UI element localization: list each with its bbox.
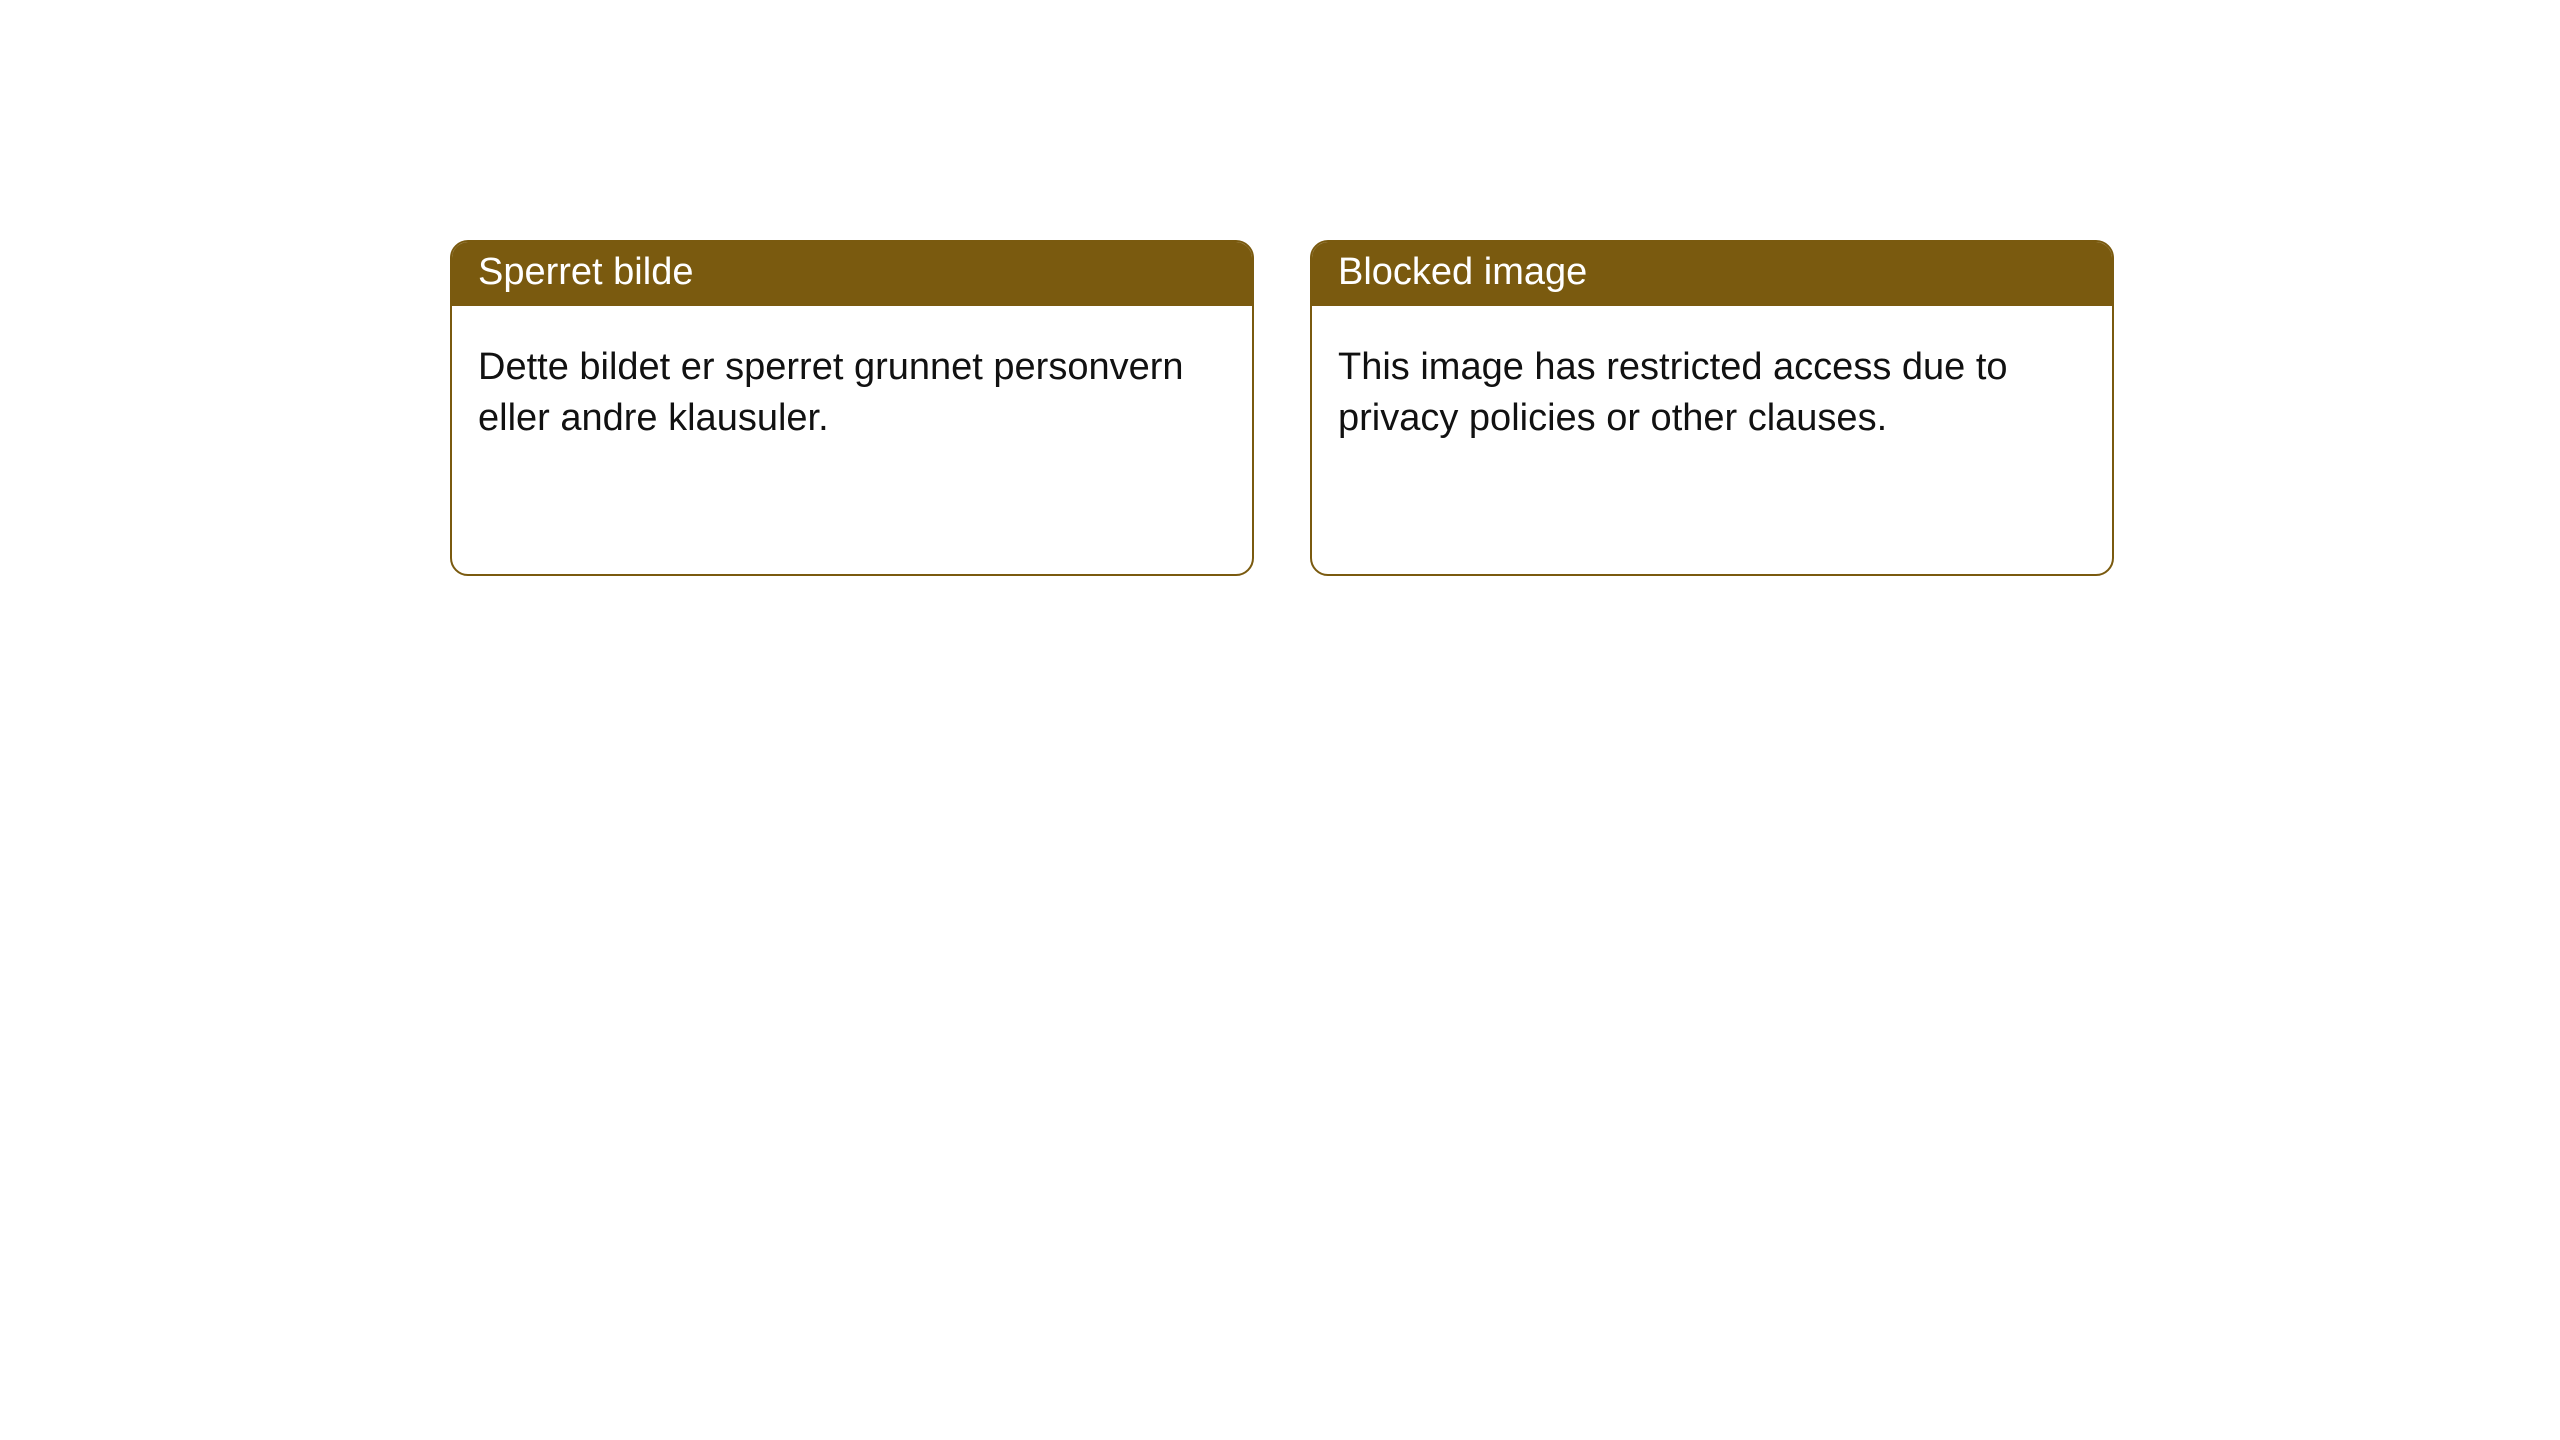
notice-container: Sperret bilde Dette bildet er sperret gr… <box>0 0 2560 576</box>
notice-header: Blocked image <box>1312 242 2112 306</box>
notice-card-norwegian: Sperret bilde Dette bildet er sperret gr… <box>450 240 1254 576</box>
notice-body: This image has restricted access due to … <box>1312 306 2112 471</box>
notice-body: Dette bildet er sperret grunnet personve… <box>452 306 1252 471</box>
notice-card-english: Blocked image This image has restricted … <box>1310 240 2114 576</box>
notice-header: Sperret bilde <box>452 242 1252 306</box>
